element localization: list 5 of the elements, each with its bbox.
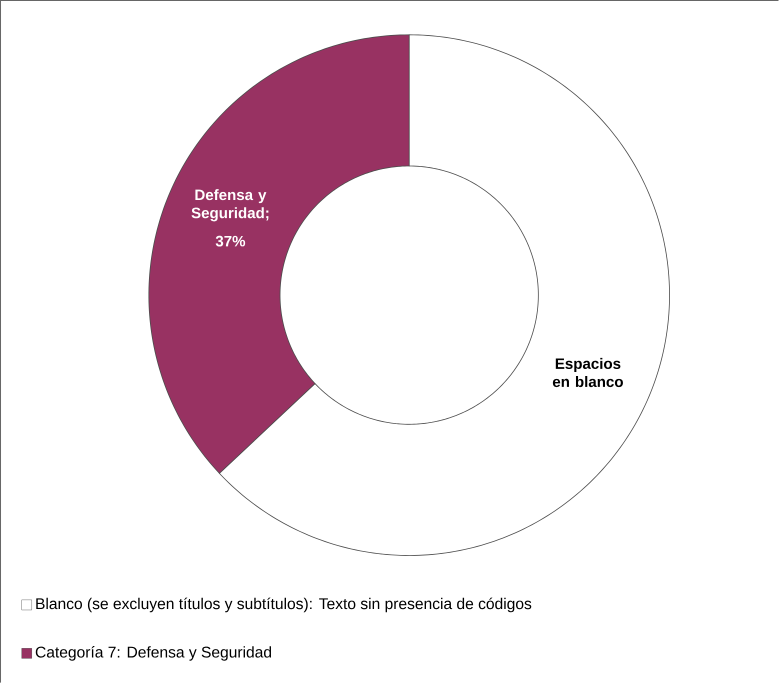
legend-label: Blanco (se excluyen títulos y subtítulos): Texto sin presencia de códigos — [36, 598, 532, 612]
legend-label: Categoría 7: Defensa y Seguridad — [36, 646, 272, 661]
data-label: 37% — [216, 236, 246, 246]
text: Defensa y Seguridad; — [192, 189, 268, 222]
text: Espacios en blanco — [552, 358, 623, 387]
